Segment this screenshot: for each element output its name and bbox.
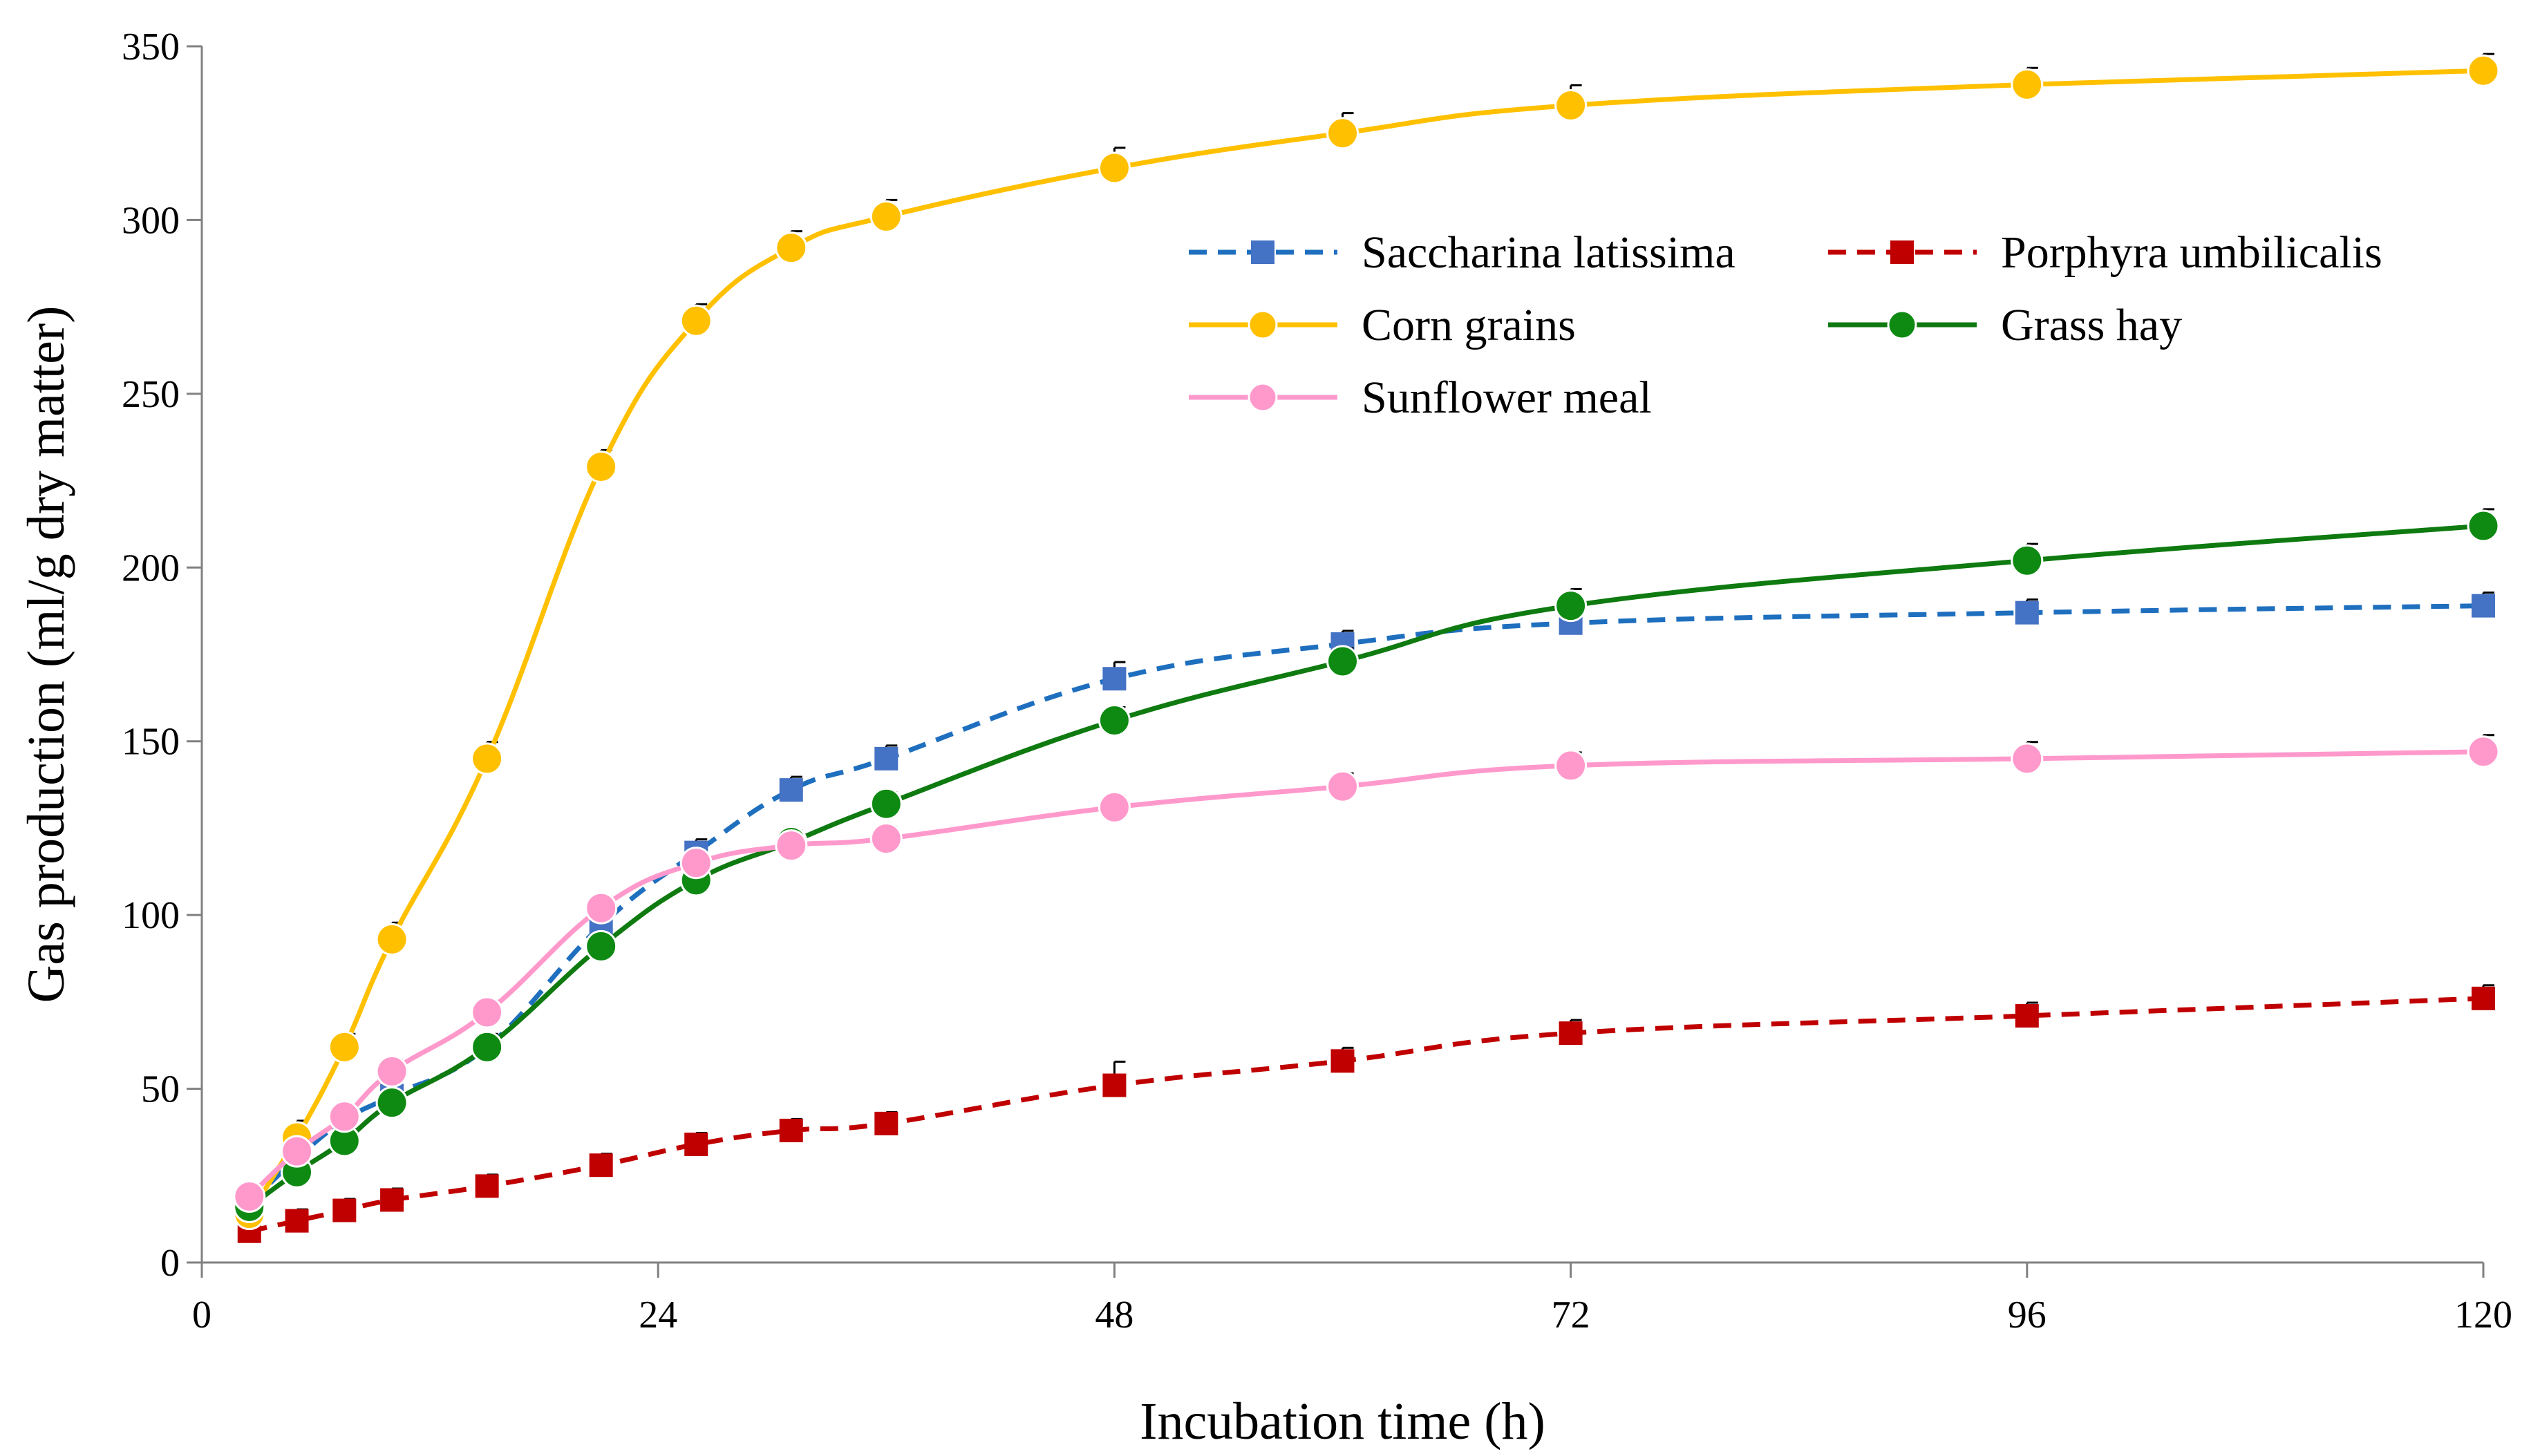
x-tick-label: 120	[2454, 1294, 2512, 1336]
x-tick-label: 96	[2008, 1294, 2047, 1336]
legend-item: Grass hay	[1828, 300, 2182, 350]
x-axis-label: Incubation time (h)	[1140, 1392, 1545, 1450]
legend-label: Grass hay	[2001, 300, 2182, 350]
data-point	[375, 1055, 408, 1088]
data-point	[779, 778, 803, 802]
data-point	[1554, 88, 1588, 122]
legend-label: Sunflower meal	[1362, 372, 1652, 423]
data-point	[679, 304, 713, 337]
data-point	[1554, 589, 1588, 623]
data-point	[332, 1198, 357, 1222]
data-point	[2015, 1003, 2039, 1028]
data-point	[328, 1100, 361, 1133]
series-line	[247, 523, 2484, 1209]
data-point	[1330, 1049, 1355, 1073]
x-tick-label: 72	[1552, 1294, 1590, 1336]
y-tick-label: 150	[122, 721, 180, 764]
data-point	[2467, 54, 2500, 87]
data-point	[380, 1188, 404, 1212]
data-point	[2011, 68, 2044, 101]
data-point	[375, 923, 408, 956]
legend-item: Sunflower meal	[1189, 372, 1652, 423]
data-point	[869, 822, 903, 855]
series-saccharina-latissima	[237, 592, 2495, 1216]
series-porphyra-umbilicalis	[237, 984, 2495, 1243]
y-tick-label: 350	[122, 26, 180, 68]
legend-label: Porphyra umbilicalis	[2001, 227, 2382, 278]
series-layer	[233, 53, 2500, 1243]
y-tick-label: 250	[122, 373, 180, 416]
data-point	[471, 996, 504, 1029]
data-point	[2467, 735, 2500, 768]
data-point	[2472, 986, 2495, 1010]
data-point	[2011, 544, 2044, 577]
data-point	[328, 1030, 361, 1063]
legend-marker	[1887, 310, 1917, 340]
data-point	[1098, 151, 1131, 185]
x-tick-label: 24	[639, 1294, 677, 1336]
data-point	[1102, 1073, 1127, 1097]
y-tick-label: 0	[160, 1242, 180, 1285]
y-axis-label: Gas production (ml/g dry matter)	[17, 306, 75, 1003]
data-point	[2015, 601, 2039, 625]
data-point	[779, 1118, 803, 1142]
data-point	[869, 200, 903, 233]
data-point	[1098, 791, 1131, 824]
legend-marker	[1248, 382, 1278, 413]
legend-item: Saccharina latissima	[1189, 227, 1735, 278]
data-point	[281, 1135, 314, 1168]
data-point	[475, 1174, 499, 1198]
data-point	[684, 1133, 708, 1157]
series-line	[249, 996, 2484, 1234]
series-line	[247, 603, 2484, 1206]
legend-label: Saccharina latissima	[1362, 227, 1735, 278]
data-point	[775, 231, 808, 265]
data-point	[2472, 594, 2495, 618]
series-line	[247, 749, 2484, 1198]
data-point	[589, 1153, 613, 1178]
legend: Saccharina latissima Porphyra umbilicalis…	[1189, 227, 2382, 423]
data-point	[233, 1180, 266, 1213]
legend-marker	[1248, 310, 1278, 340]
axes: 0 50 100 150 200 250 300 350 0 24 48 72 96 120	[122, 26, 2512, 1336]
data-point	[2467, 509, 2500, 542]
data-point	[585, 929, 618, 963]
data-point	[874, 746, 899, 770]
data-point	[1326, 117, 1359, 150]
legend-item: Corn grains	[1189, 300, 1576, 350]
legend-item: Porphyra umbilicalis	[1828, 227, 2382, 278]
data-point	[775, 829, 808, 862]
data-point	[679, 847, 713, 880]
data-point	[2011, 742, 2044, 775]
data-point	[1554, 749, 1588, 782]
data-point	[1098, 704, 1131, 737]
data-point	[471, 1030, 504, 1063]
data-point	[874, 1111, 899, 1135]
data-point	[1102, 667, 1127, 691]
y-tick-label: 300	[122, 199, 180, 242]
series-corn-grains	[233, 53, 2500, 1231]
data-point	[869, 787, 903, 820]
data-point	[375, 1086, 408, 1119]
data-point	[1326, 645, 1359, 678]
data-point	[1559, 1021, 1583, 1046]
x-tick-label: 0	[192, 1294, 211, 1336]
y-tick-label: 50	[141, 1068, 180, 1111]
legend-marker	[1251, 240, 1274, 264]
y-tick-label: 200	[122, 547, 180, 589]
series-sunflower-meal	[233, 734, 2500, 1213]
x-tick-label: 48	[1095, 1294, 1133, 1336]
legend-marker	[1890, 240, 1914, 264]
data-point	[585, 450, 618, 483]
data-point	[285, 1209, 309, 1233]
series-grass-hay	[233, 508, 2500, 1224]
y-tick-label: 100	[122, 894, 180, 937]
data-point	[471, 742, 504, 775]
data-point	[1326, 770, 1359, 803]
data-point	[585, 891, 618, 925]
legend-label: Corn grains	[1362, 300, 1576, 350]
